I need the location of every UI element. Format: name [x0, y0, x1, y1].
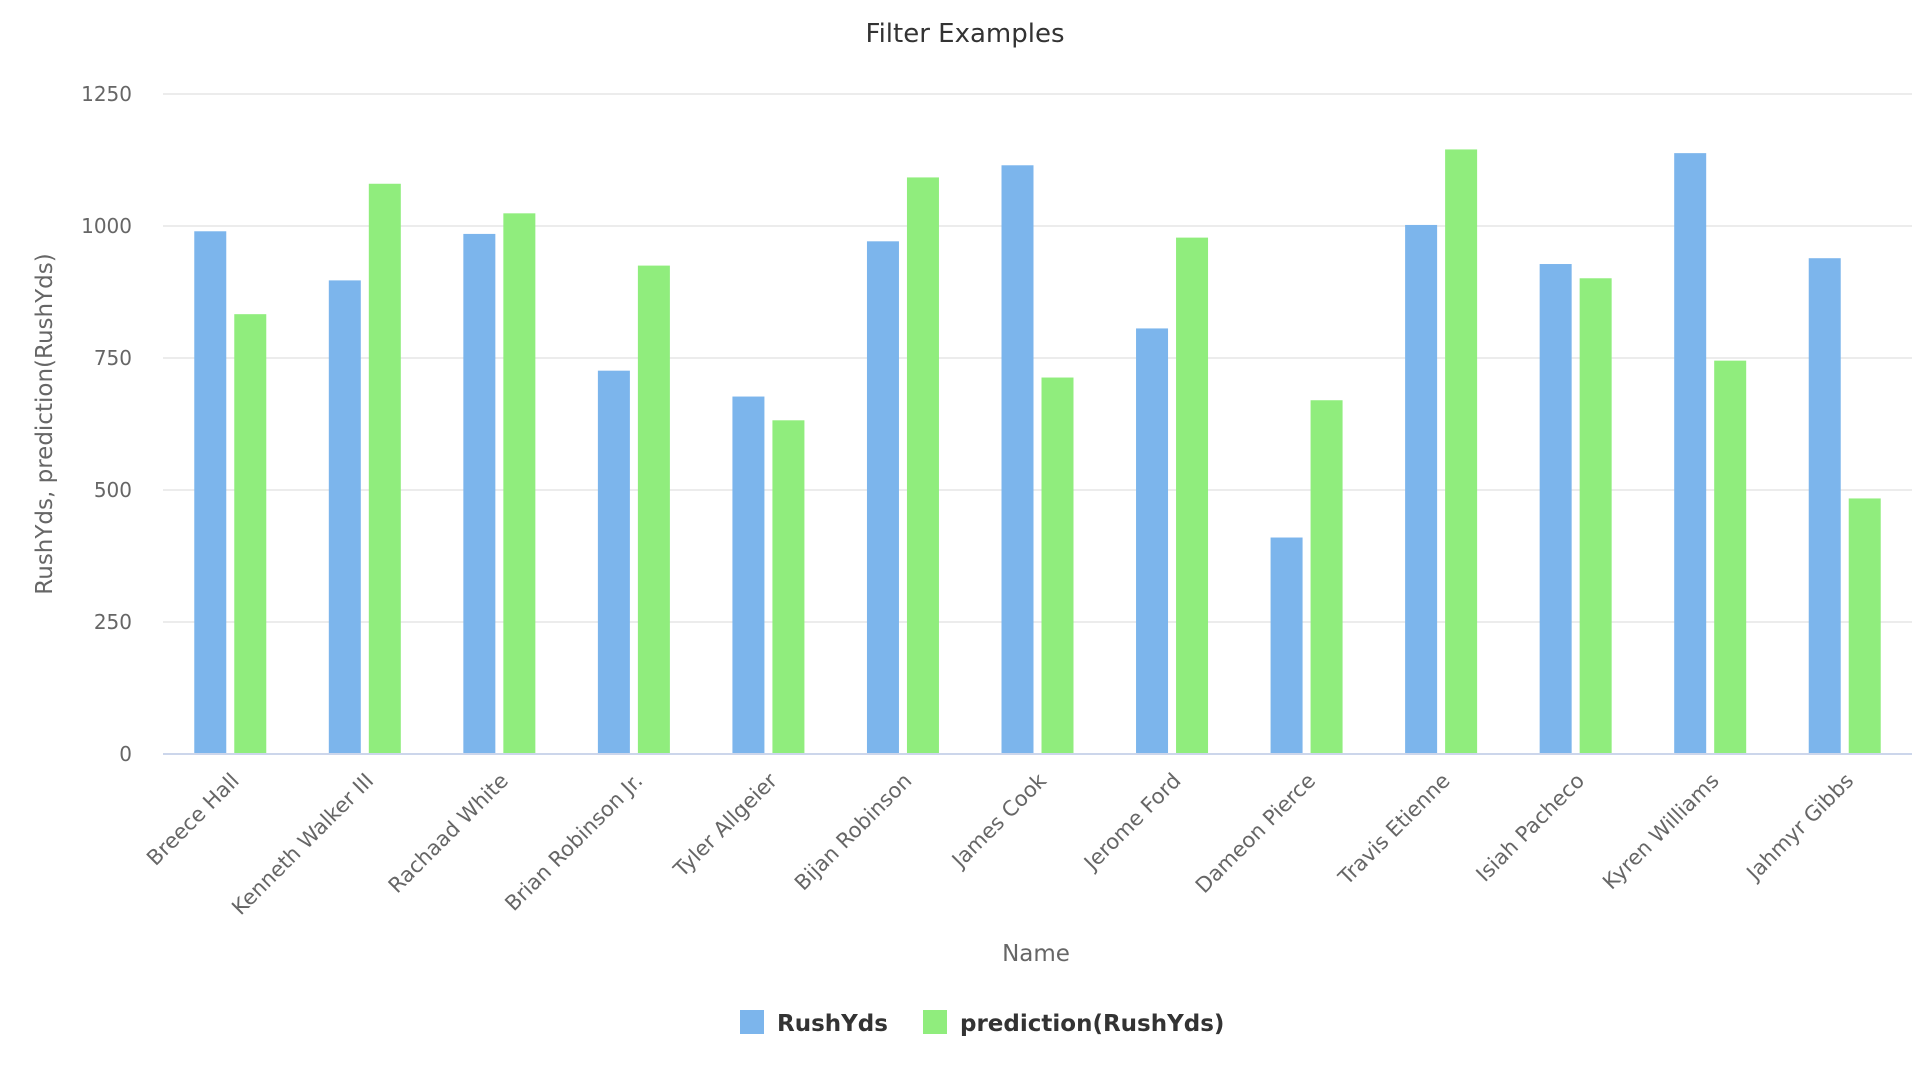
x-axis-title: Name — [1002, 941, 1070, 967]
legend-item[interactable]: prediction(RushYds) — [923, 1010, 1224, 1037]
y-axis-ticks: 0 250 500 750 1000 1250 — [81, 82, 132, 766]
bar-prediction[interactable] — [906, 177, 939, 754]
bar-rushyds[interactable] — [1539, 264, 1572, 754]
bar-prediction[interactable] — [1848, 498, 1881, 754]
bar-rushyds[interactable] — [866, 241, 899, 754]
x-tick-label: Bijan Robinson — [790, 769, 917, 896]
x-tick-label: Dameon Pierce — [1191, 769, 1320, 898]
legend-swatch — [923, 1010, 947, 1034]
y-tick-label: 1000 — [81, 214, 132, 238]
x-tick-label: James Cook — [946, 768, 1052, 874]
bar-rushyds[interactable] — [1674, 153, 1707, 755]
x-tick-label: Tyler Allgeier — [668, 768, 782, 882]
legend[interactable]: RushYds prediction(RushYds) — [740, 1010, 1224, 1037]
bar-prediction[interactable] — [1176, 237, 1209, 755]
x-tick-label: Breece Hall — [142, 769, 244, 871]
bar-prediction[interactable] — [1445, 149, 1478, 754]
bar-prediction[interactable] — [1714, 360, 1747, 754]
chart-title: Filter Examples — [866, 19, 1065, 49]
bar-rushyds[interactable] — [1001, 165, 1034, 754]
y-tick-label: 0 — [119, 742, 132, 766]
x-tick-label: Isiah Pacheco — [1471, 769, 1589, 887]
bar-prediction[interactable] — [368, 183, 401, 754]
x-tick-label: Rachaad White — [384, 769, 513, 898]
bar-prediction[interactable] — [1041, 377, 1074, 754]
x-tick-label: Jahmyr Gibbs — [1741, 769, 1859, 887]
bar-prediction[interactable] — [1579, 278, 1612, 754]
bar-rushyds[interactable] — [463, 233, 496, 755]
x-tick-label: Jerome Ford — [1078, 769, 1185, 876]
bar-rushyds[interactable] — [328, 280, 361, 754]
bar-prediction[interactable] — [772, 420, 805, 754]
legend-label: RushYds — [777, 1011, 888, 1037]
legend-label: prediction(RushYds) — [960, 1011, 1224, 1037]
bar-rushyds[interactable] — [1136, 328, 1169, 754]
y-axis-title: RushYds, prediction(RushYds) — [32, 253, 58, 594]
bars — [194, 149, 1881, 755]
bar-rushyds[interactable] — [1405, 224, 1438, 755]
x-tick-label: Kyren Williams — [1598, 769, 1724, 895]
x-tick-label: Kenneth Walker III — [227, 769, 378, 920]
bar-rushyds[interactable] — [1808, 258, 1841, 754]
bar-prediction[interactable] — [503, 213, 536, 754]
y-tick-label: 500 — [94, 478, 132, 502]
bar-rushyds[interactable] — [732, 396, 765, 754]
gridlines — [163, 93, 1912, 623]
bar-prediction[interactable] — [1310, 400, 1343, 754]
legend-swatch — [740, 1010, 764, 1034]
bar-prediction[interactable] — [637, 265, 670, 754]
legend-item[interactable]: RushYds — [740, 1010, 888, 1037]
bar-prediction[interactable] — [234, 314, 267, 754]
x-tick-label: Brian Robinson Jr. — [500, 769, 647, 916]
bar-rushyds[interactable] — [1270, 537, 1303, 754]
y-tick-label: 250 — [94, 610, 132, 634]
y-tick-label: 1250 — [81, 82, 132, 106]
x-tick-label: Travis Etienne — [1333, 769, 1455, 891]
y-tick-label: 750 — [94, 346, 132, 370]
bar-rushyds[interactable] — [597, 370, 630, 754]
bar-rushyds[interactable] — [194, 231, 227, 754]
